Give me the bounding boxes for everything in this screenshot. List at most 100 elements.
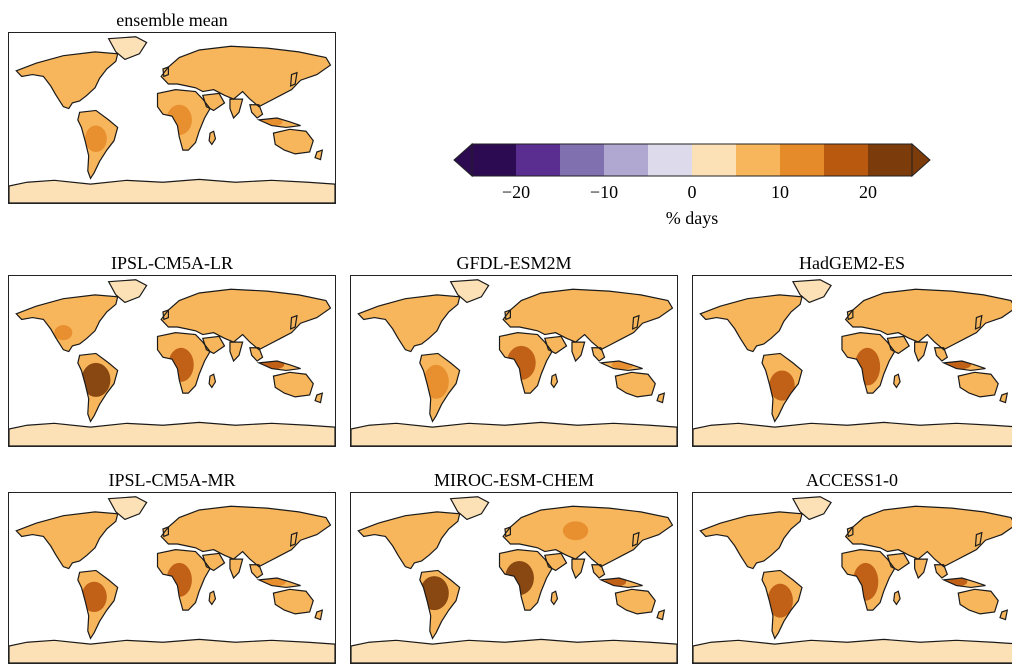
coastline: [500, 333, 553, 393]
coastline: [503, 506, 672, 566]
antarctica-shape: [351, 422, 677, 446]
north-america-shape: [16, 51, 118, 109]
colorbar-bin: [472, 144, 517, 176]
japan-shape: [290, 532, 297, 546]
map-panel-miroc-esm-chem: MIROC-ESM-CHEM: [350, 470, 678, 664]
india-shape: [229, 559, 243, 578]
coastline: [700, 295, 802, 352]
europe-asia-shape: [161, 506, 331, 567]
colorbar-bin: [824, 144, 869, 176]
hotspot-region: [85, 125, 107, 152]
panel-title: IPSL-CM5A-MR: [108, 470, 236, 490]
coastline: [944, 361, 986, 370]
coastline: [551, 374, 557, 387]
coastline: [935, 348, 948, 361]
coastline: [846, 506, 1012, 566]
north-america-shape: [16, 294, 118, 352]
coastline: [109, 497, 147, 520]
world-map: [350, 492, 678, 664]
world-map-canvas: [9, 276, 335, 446]
coastline: [451, 497, 489, 520]
world-map: [8, 32, 336, 204]
map-panel-ipsl-cm5a-lr: IPSL-CM5A-LR: [8, 253, 336, 447]
colorbar-bin: [604, 144, 649, 176]
coastline: [847, 527, 852, 536]
coastline: [500, 550, 553, 610]
coastline: [545, 553, 567, 570]
europe-asia-shape: [503, 506, 673, 567]
coastline: [315, 610, 322, 619]
world-map: [692, 492, 1012, 664]
warming-hotspots: [419, 521, 627, 611]
coastline: [1000, 610, 1007, 619]
colorbar-tick-label: −20: [501, 182, 531, 202]
coastline: [657, 393, 664, 402]
coastline: [601, 361, 643, 370]
coastline: [259, 361, 301, 370]
world-map-canvas: [9, 493, 335, 663]
north-america-shape: [700, 511, 802, 569]
coastline: [230, 559, 243, 578]
antarctica-shape: [693, 639, 1012, 663]
coastline: [230, 99, 243, 118]
coastline: [291, 316, 297, 329]
colorbar-bin: [736, 144, 781, 176]
map-panel-access1-0: ACCESS1-0: [692, 470, 1012, 664]
coastline: [163, 310, 168, 319]
coastline: [161, 46, 330, 106]
coastline: [887, 336, 909, 353]
north-america-shape: [16, 511, 118, 569]
coastline: [315, 393, 322, 402]
coastline: [592, 348, 605, 361]
panel-title: HadGEM2-ES: [799, 253, 905, 273]
coastline: [887, 553, 909, 570]
coastline: [163, 67, 168, 76]
colorbar-bin: [560, 144, 605, 176]
coastline: [894, 374, 900, 387]
coastline: [935, 565, 948, 578]
coastline: [158, 90, 211, 150]
australia-shape: [958, 372, 999, 397]
india-shape: [229, 99, 243, 118]
coastline: [847, 310, 852, 319]
coastline: [572, 559, 585, 578]
panel-title: ACCESS1-0: [805, 470, 899, 490]
coastline: [700, 512, 802, 569]
colorbar-tick-label: 10: [771, 182, 789, 202]
coastline: [615, 589, 655, 614]
coastline: [16, 295, 117, 352]
world-map-canvas: [693, 276, 1012, 446]
australia-shape: [615, 589, 656, 614]
hotspot-region: [81, 581, 107, 612]
coastline: [420, 570, 460, 638]
panel-title: GFDL-ESM2M: [456, 253, 572, 273]
world-map-canvas: [351, 493, 677, 663]
india-shape: [229, 342, 243, 361]
australia-shape: [615, 372, 656, 397]
antarctica-shape: [9, 422, 335, 446]
australia-shape: [273, 129, 314, 154]
world-map-canvas: [693, 493, 1012, 663]
coastline: [351, 422, 677, 446]
coastline: [203, 553, 225, 570]
coastline: [958, 589, 998, 614]
coastline: [250, 565, 263, 578]
europe-asia-shape: [161, 289, 331, 350]
coastline: [1000, 393, 1007, 402]
hotspot-region: [423, 364, 449, 399]
panel-title: IPSL-CM5A-LR: [110, 253, 233, 273]
map-panel-ensemble-mean: ensemble mean: [8, 10, 336, 204]
india-shape: [914, 342, 928, 361]
southeast-asia-shape: [249, 564, 263, 578]
colorbar-title: % days: [665, 208, 719, 228]
coastline: [273, 589, 313, 614]
southeast-asia-shape: [934, 347, 948, 361]
coastline: [693, 422, 1012, 446]
coastline: [693, 639, 1012, 663]
coastline: [16, 512, 117, 569]
coastline: [793, 280, 831, 303]
coastline: [762, 353, 802, 421]
coastline: [209, 131, 215, 144]
coastline: [915, 342, 928, 361]
map-panel-hadgem2-es: HadGEM2-ES: [692, 253, 1012, 447]
